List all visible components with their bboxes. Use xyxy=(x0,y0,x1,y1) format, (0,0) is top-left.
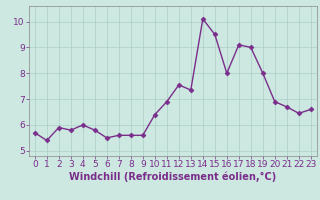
X-axis label: Windchill (Refroidissement éolien,°C): Windchill (Refroidissement éolien,°C) xyxy=(69,172,276,182)
